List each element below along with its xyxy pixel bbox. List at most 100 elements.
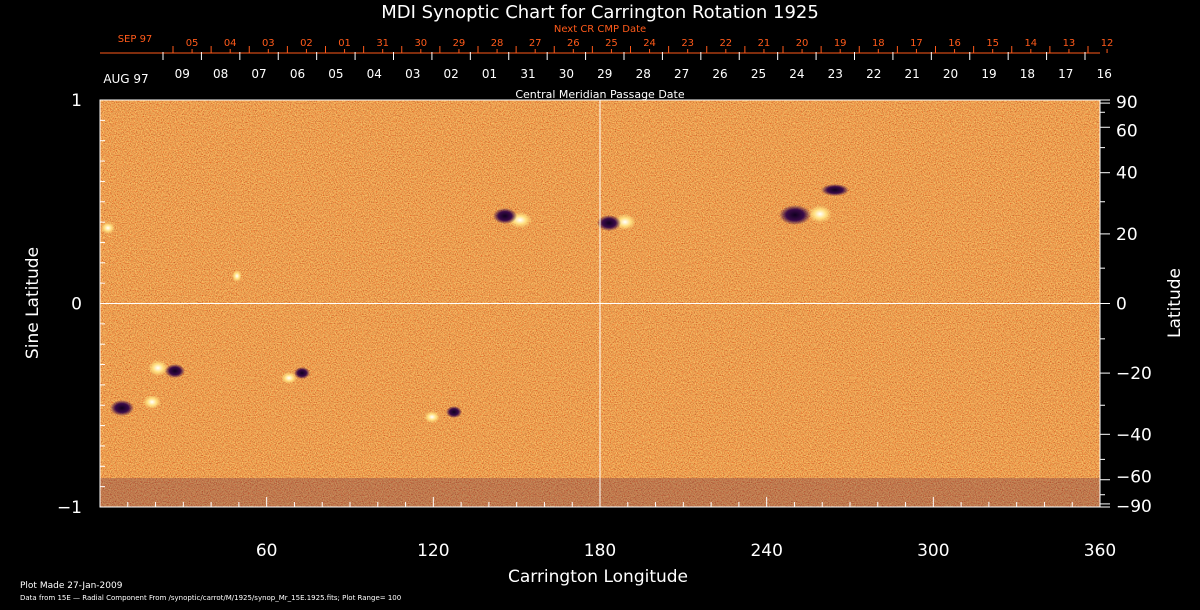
top-white-tick-label: 09 [175, 67, 190, 81]
top-white-tick-label: 01 [482, 67, 497, 81]
active-region-negative [821, 184, 849, 196]
top-red-tick-label: 17 [910, 38, 923, 49]
top-white-tick-label: 06 [290, 67, 305, 81]
active-region-positive [281, 372, 297, 384]
top-white-tick-label: 30 [559, 67, 574, 81]
top-red-axis-label: Next CR CMP Date [554, 24, 646, 35]
x-tick-label: 240 [750, 541, 782, 561]
active-region-negative [165, 364, 185, 378]
top-red-tick-label: 29 [453, 38, 466, 49]
y-right-tick-label: 90 [1116, 93, 1138, 113]
top-red-tick-label: 28 [491, 38, 504, 49]
top-white-axis-label: Central Meridian Passage Date [515, 88, 684, 101]
x-tick-label: 60 [256, 541, 278, 561]
top-red-tick-label: 16 [948, 38, 961, 49]
top-white-tick-label: 08 [213, 67, 228, 81]
top-white-axis-ticks: 09 08 07 06 05 04 03 02 01 31 30 29 28 27 26 25 24 23 22 21… [162, 52, 1112, 81]
active-region-negative [779, 205, 811, 225]
top-white-tick-label: 17 [1058, 67, 1073, 81]
active-region-positive [143, 395, 161, 409]
top-red-tick-label: 25 [605, 38, 618, 49]
top-red-tick-label: 31 [376, 38, 389, 49]
top-red-tick-label: 24 [643, 38, 656, 49]
active-regions [101, 184, 849, 423]
active-region-negative [446, 406, 462, 418]
x-tick-label: 360 [1084, 541, 1116, 561]
top-white-tick-label: 18 [1020, 67, 1035, 81]
top-white-tick-label: 20 [943, 67, 958, 81]
active-region-negative [597, 215, 621, 231]
top-red-tick-label: 15 [986, 38, 999, 49]
plot-made-note: Plot Made 27-Jan-2009 [20, 581, 123, 591]
top-white-tick-label: 25 [751, 67, 766, 81]
y-left-tick-label: 0 [71, 295, 82, 315]
top-white-tick-label: 05 [328, 67, 343, 81]
top-red-tick-label: 13 [1063, 38, 1076, 49]
active-region-negative [294, 367, 310, 379]
top-white-tick-label: 26 [712, 67, 727, 81]
top-white-tick-label: 28 [636, 67, 651, 81]
y-right-tick-label: 20 [1116, 225, 1138, 245]
top-red-month-label: SEP 97 [118, 34, 153, 45]
top-white-tick-label: 22 [866, 67, 881, 81]
y-right-tick-label: −40 [1116, 425, 1152, 445]
y-right-axis-label: Latitude [1165, 268, 1185, 338]
top-white-tick-label: 23 [828, 67, 843, 81]
active-region-negative [110, 400, 134, 416]
y-right-tick-label: 40 [1116, 164, 1138, 184]
chart-title: MDI Synoptic Chart for Carrington Rotati… [381, 2, 819, 23]
top-red-tick-label: 01 [338, 38, 351, 49]
top-white-tick-label: 02 [443, 67, 458, 81]
y-right-tick-label: −20 [1116, 364, 1152, 384]
top-red-axis-ticks: 05 04 03 02 01 31 30 29 28 27 26 25 24 23 22 21 20 19 18 17… [172, 38, 1114, 53]
y-left-tick-label: −1 [57, 498, 82, 518]
x-axis-ticks: 60 120 180 240 300 360 [127, 497, 1116, 561]
x-tick-label: 180 [584, 541, 616, 561]
top-red-tick-label: 14 [1024, 38, 1037, 49]
top-red-tick-label: 02 [300, 38, 313, 49]
y-right-tick-label: −60 [1116, 468, 1152, 488]
top-white-tick-label: 19 [981, 67, 996, 81]
top-red-tick-label: 18 [872, 38, 885, 49]
top-white-tick-label: 21 [904, 67, 919, 81]
top-red-tick-label: 19 [834, 38, 847, 49]
top-red-tick-label: 03 [262, 38, 275, 49]
top-white-tick-label: 03 [405, 67, 420, 81]
active-region-negative [493, 208, 517, 224]
top-red-tick-label: 04 [224, 38, 237, 49]
active-region-positive [101, 222, 115, 234]
top-red-tick-label: 05 [186, 38, 199, 49]
top-white-tick-label: 29 [597, 67, 612, 81]
top-white-tick-label: 16 [1097, 67, 1112, 81]
top-red-tick-label: 21 [758, 38, 771, 49]
top-red-tick-label: 20 [796, 38, 809, 49]
y-left-axis-ticks: 1 0 −1 [57, 91, 110, 518]
x-tick-label: 120 [417, 541, 449, 561]
top-red-tick-label: 12 [1101, 38, 1114, 49]
y-left-axis-label: Sine Latitude [23, 247, 43, 359]
y-right-tick-label: −90 [1116, 497, 1152, 517]
top-white-tick-label: 07 [251, 67, 266, 81]
x-axis-label: Carrington Longitude [508, 567, 688, 587]
top-red-tick-label: 27 [529, 38, 542, 49]
top-red-tick-label: 26 [567, 38, 580, 49]
active-region-positive [148, 360, 168, 376]
top-white-tick-label: 04 [367, 67, 382, 81]
top-white-tick-label: 24 [789, 67, 804, 81]
top-red-tick-label: 30 [414, 38, 427, 49]
top-red-tick-label: 23 [681, 38, 694, 49]
y-right-axis-ticks: 90 60 40 20 0 −20 −40 −60 −90 [1100, 93, 1152, 517]
x-tick-label: 300 [917, 541, 949, 561]
active-region-positive [232, 270, 242, 282]
top-red-tick-label: 22 [719, 38, 732, 49]
top-white-tick-label: 31 [520, 67, 535, 81]
active-region-positive [808, 205, 832, 223]
y-right-tick-label: 60 [1116, 121, 1138, 141]
active-region-positive [424, 411, 440, 423]
top-white-tick-label: 27 [674, 67, 689, 81]
data-source-note: Data from 15E — Radial Component From /s… [20, 594, 401, 602]
top-white-month-label: AUG 97 [103, 72, 148, 86]
y-right-tick-label: 0 [1116, 295, 1127, 315]
y-left-tick-label: 1 [71, 91, 82, 111]
